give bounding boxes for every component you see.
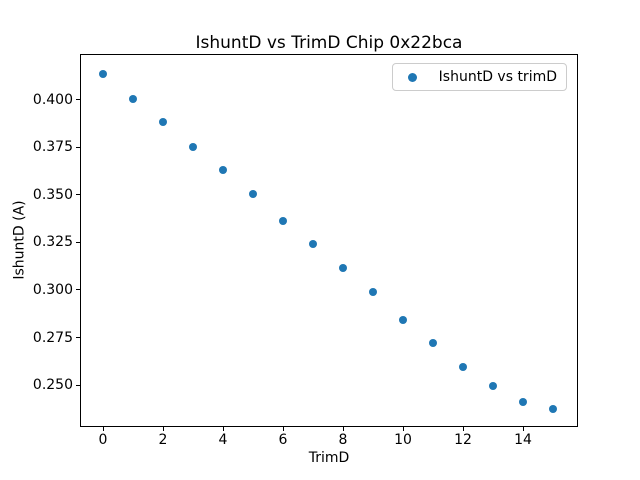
- legend-marker-icon: [407, 72, 417, 82]
- y-tick-mark: [76, 337, 80, 338]
- y-tick-label: 0.275: [32, 329, 73, 346]
- scatter-point: [309, 240, 317, 249]
- y-tick-label: 0.350: [32, 186, 73, 203]
- legend: IshuntD vs trimD: [391, 63, 567, 91]
- y-tick-label: 0.250: [32, 377, 73, 393]
- scatter-point: [399, 316, 407, 325]
- y-tick-label: 0.400: [32, 91, 73, 108]
- x-tick-label: 8: [338, 432, 348, 448]
- scatter-point: [159, 117, 167, 126]
- scatter-point: [429, 339, 437, 348]
- x-tick-mark: [402, 427, 404, 431]
- scatter-point: [189, 142, 197, 151]
- y-tick-mark: [76, 146, 80, 148]
- x-tick-mark: [342, 427, 344, 431]
- scatter-point: [489, 381, 497, 390]
- x-tick-mark: [102, 427, 104, 431]
- scatter-point: [219, 166, 227, 175]
- plot-area: IshuntD vs trimD: [80, 54, 578, 427]
- x-tick-label: 4: [218, 432, 228, 448]
- y-tick-label: 0.325: [32, 234, 73, 251]
- y-tick-mark: [76, 99, 80, 101]
- scatter-point: [249, 190, 257, 199]
- y-tick-mark: [76, 194, 80, 196]
- scatter-point: [459, 362, 467, 371]
- x-tick-label: 12: [454, 432, 472, 448]
- x-tick-mark: [222, 427, 224, 431]
- legend-entry-label: IshuntD vs trimD: [438, 69, 557, 85]
- chart-title: IshuntD vs TrimD Chip 0x22bca: [195, 33, 463, 53]
- scatter-point: [519, 398, 527, 407]
- scatter-point: [129, 95, 137, 104]
- y-tick-mark: [76, 384, 80, 386]
- x-axis-label: TrimD: [308, 450, 350, 466]
- scatter-point: [99, 70, 107, 79]
- scatter-point: [279, 216, 287, 225]
- x-tick-mark: [162, 427, 164, 431]
- x-tick-mark: [522, 427, 524, 431]
- scatter-point: [369, 287, 377, 296]
- x-tick-mark: [282, 427, 284, 431]
- y-tick-label: 0.300: [32, 281, 73, 298]
- scatter-point: [339, 264, 347, 273]
- x-tick-label: 2: [158, 432, 168, 448]
- x-tick-label: 6: [278, 432, 288, 448]
- y-tick-label: 0.375: [32, 139, 73, 156]
- x-tick-label: 14: [514, 432, 532, 448]
- y-tick-mark: [76, 241, 80, 243]
- scatter-point: [549, 404, 557, 413]
- x-tick-label: 0: [98, 432, 108, 448]
- x-tick-label: 10: [394, 432, 412, 448]
- x-tick-mark: [462, 427, 464, 431]
- y-tick-mark: [76, 289, 80, 291]
